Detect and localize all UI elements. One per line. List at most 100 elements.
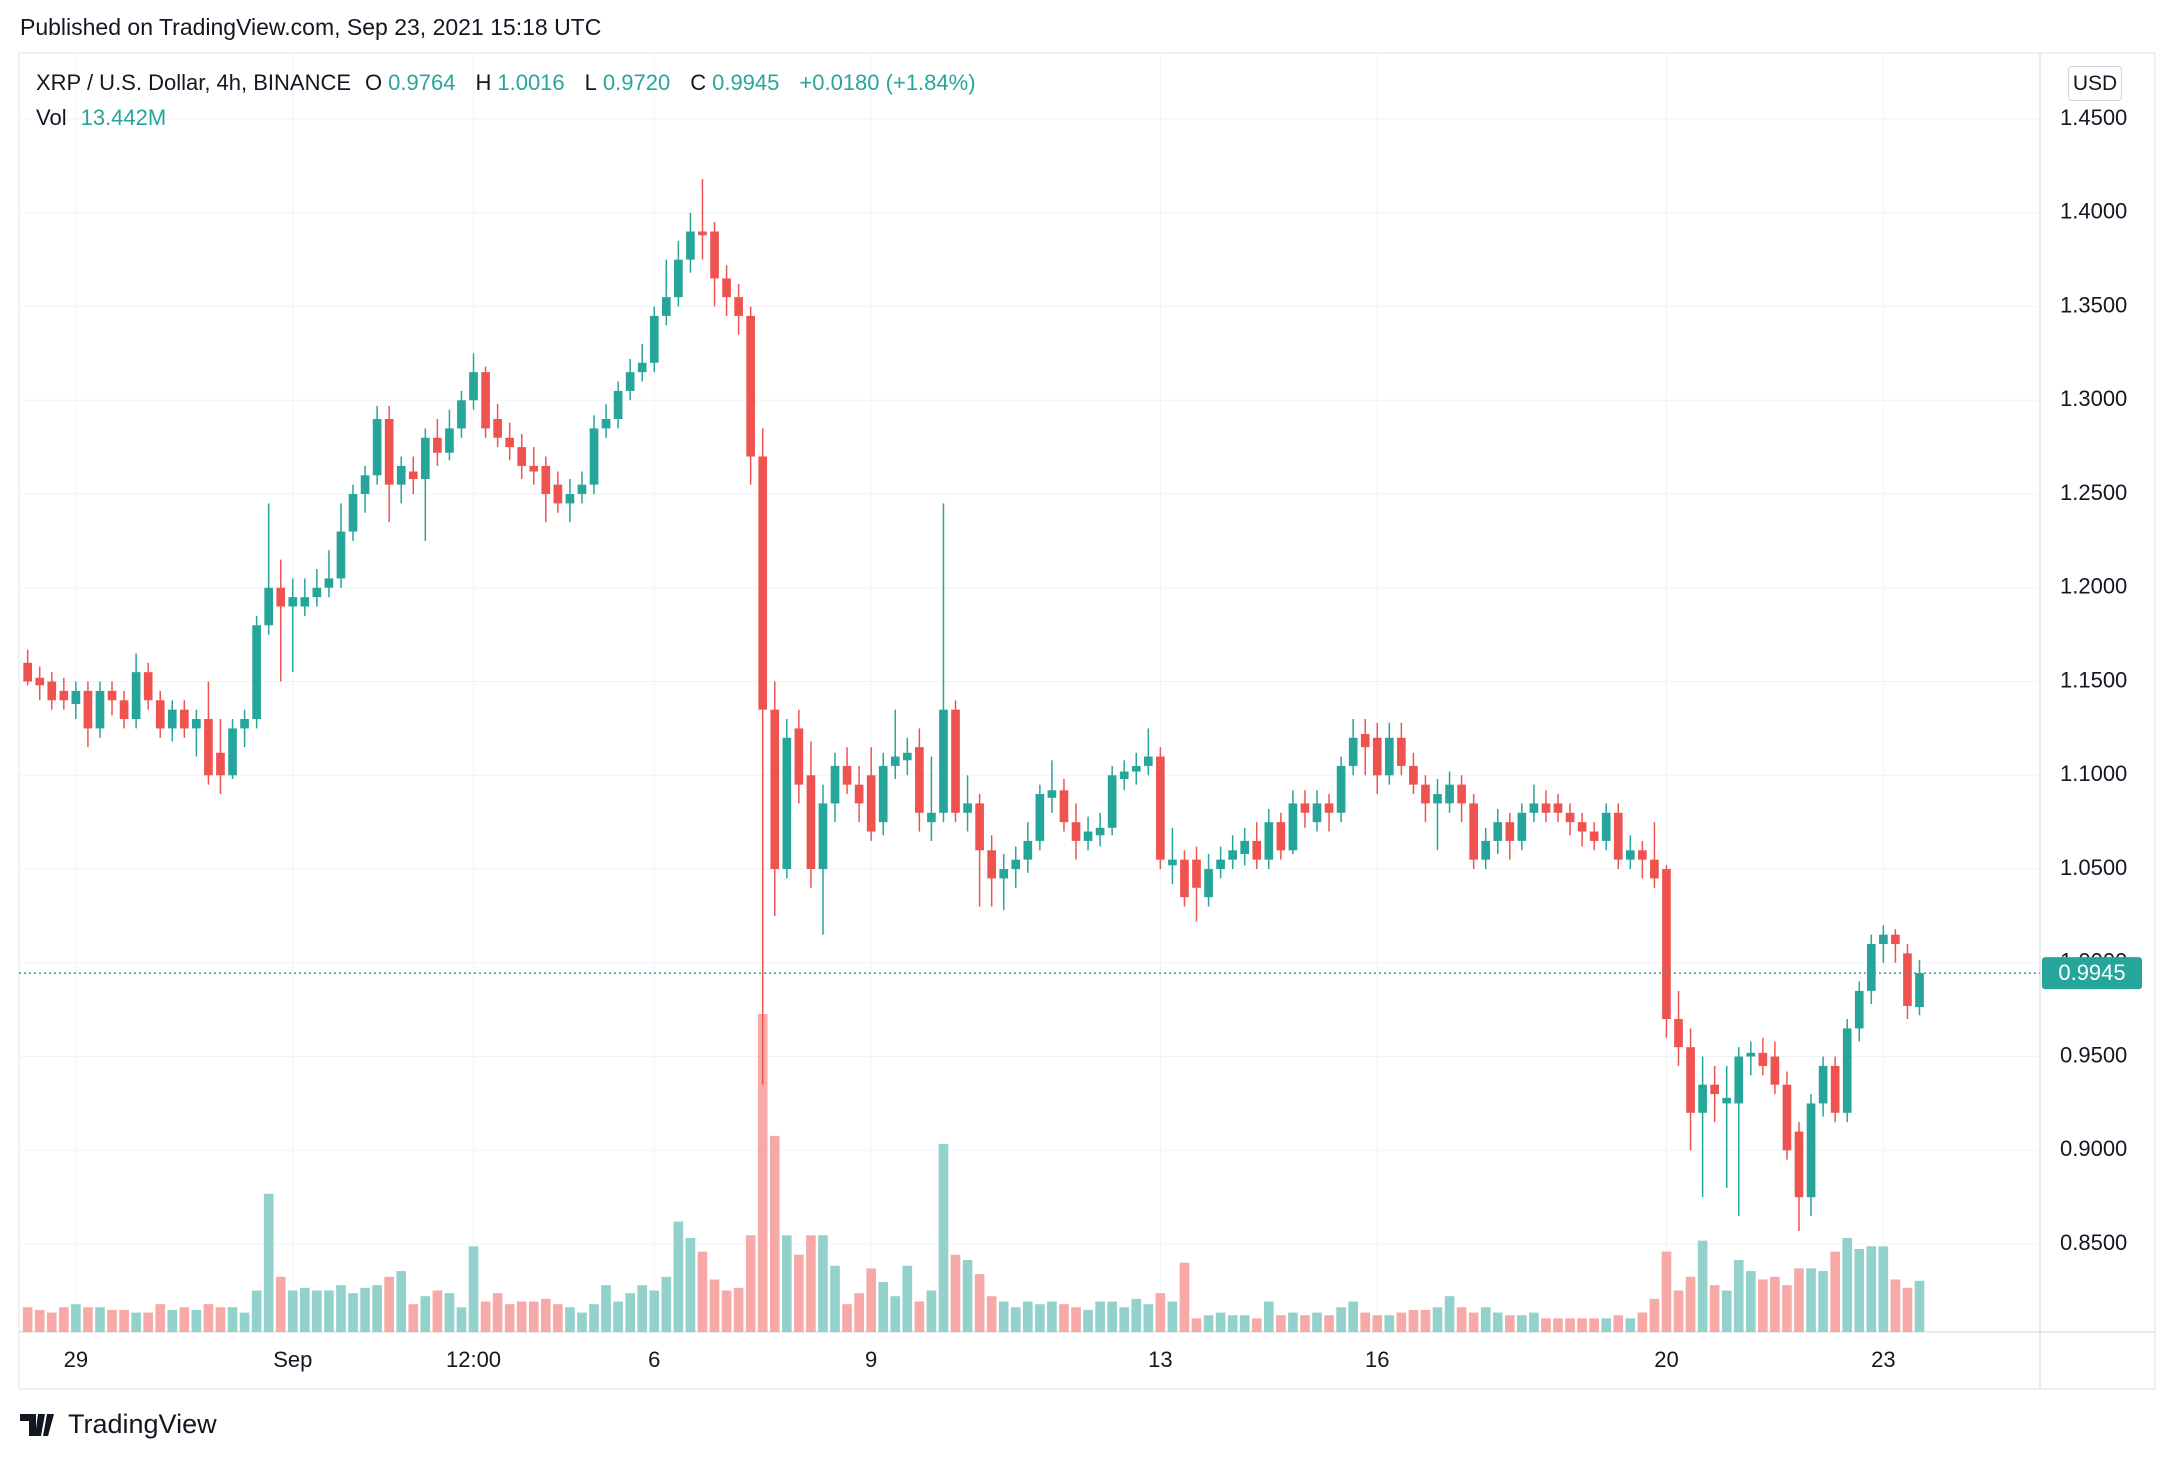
volume-bar [396,1271,407,1332]
candle-body [1891,934,1900,945]
volume-bar [215,1307,226,1332]
volume-bar [1733,1260,1744,1332]
volume-bar [1372,1315,1383,1332]
volume-bar [1613,1315,1624,1332]
candle-body [1071,822,1081,841]
volume-bar [1010,1307,1021,1332]
volume-bar [649,1290,660,1332]
volume-bar [1589,1318,1599,1332]
candle-body [1650,859,1659,879]
volume-bar [1480,1307,1491,1332]
candle-body [1577,822,1587,832]
candle-body [818,803,828,870]
volume-bar [998,1301,1009,1332]
volume-bar [348,1293,358,1332]
candle-body [35,677,45,686]
candle-body [23,662,33,682]
volume-bar [733,1287,744,1332]
candle-body [1252,840,1262,860]
volume-bar [1854,1248,1865,1332]
symbol-header: XRP / U.S. Dollar, 4h, BINANCE O 0.9764 H… [36,70,990,96]
candle-body [1445,784,1454,804]
x-tick-label: 16 [1365,1347,1389,1372]
candle-body [1397,737,1406,766]
candle-body [529,465,539,472]
volume-bar [1890,1279,1901,1332]
volume-bar [830,1265,840,1332]
candle-body [1493,822,1503,841]
candle-body [1601,812,1611,841]
candle-body [1710,1084,1719,1095]
candle-body [722,278,731,298]
volume-bar [468,1246,479,1332]
volume-bar [950,1254,961,1332]
candle-body [1866,944,1876,991]
volume-bar [1095,1301,1105,1332]
volume-bar [1806,1268,1816,1332]
chart-frame [18,52,2156,1390]
volume-bar [1179,1262,1190,1332]
candle-body [1734,1056,1744,1104]
candle-body [143,672,153,701]
volume-bar [1830,1251,1840,1332]
candle-body [1565,812,1575,823]
candle-body [1011,859,1021,870]
volume-bar [360,1287,370,1332]
candle-body [384,419,394,485]
volume-bar [1649,1298,1660,1332]
volume-bar [902,1265,913,1332]
x-tick-label: 9 [865,1347,877,1372]
candle-body [927,812,936,823]
footer-brand: TradingView [20,1409,217,1440]
volume-bar [516,1301,527,1332]
volume-bar [1456,1307,1467,1332]
candle-body [83,690,93,729]
volume-bar [962,1260,973,1332]
candle-body [686,231,695,260]
volume-bar [1565,1318,1575,1332]
candle-body [372,419,382,476]
x-tick-label: 12:00 [446,1347,501,1372]
candle-body [59,690,69,701]
volume-bar [540,1298,551,1332]
currency-button[interactable]: USD [2068,66,2122,101]
candle-body [541,465,551,495]
candle-body [1409,765,1418,785]
candle-body [433,437,442,453]
volume-bar [143,1312,153,1332]
volume-bar [806,1235,816,1332]
candle-body [1879,934,1888,945]
candle-body [216,752,225,776]
volume-bar [179,1307,190,1332]
candle-body [240,719,249,729]
candle-body [830,765,840,804]
volume-bar [866,1268,876,1332]
brand-name: TradingView [68,1409,217,1439]
candle-body [1782,1084,1792,1151]
candle-body [1421,784,1430,804]
volume-bar [589,1304,599,1332]
candle-body [131,672,141,720]
x-tick-label: 13 [1148,1347,1172,1372]
candle-body [481,372,490,429]
candle-body [1228,850,1237,860]
volume-label: Vol [36,105,67,130]
candle-body [119,700,129,720]
candle-body [746,315,756,457]
x-tick-label: 20 [1654,1347,1678,1372]
candle-body [469,372,478,401]
volume-bar [444,1293,455,1332]
candle-body [698,231,707,236]
candle-body [1035,794,1045,841]
candle-body [1625,850,1635,860]
candle-body [866,775,876,832]
candle-body [601,419,611,429]
volume-bar [1059,1304,1069,1332]
y-tick-label: 1.4000 [2060,199,2127,224]
candle-body [1529,803,1539,813]
candle-body [1806,1103,1816,1198]
volume-bar [1818,1271,1828,1332]
candle-body [661,297,671,316]
volume-bar [854,1293,864,1332]
